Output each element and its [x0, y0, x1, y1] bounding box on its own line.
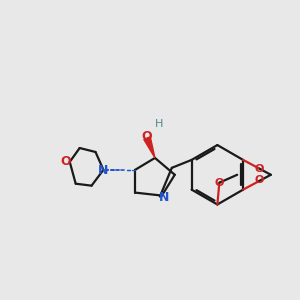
Polygon shape	[144, 137, 155, 158]
Text: O: O	[255, 176, 264, 185]
Text: H: H	[155, 119, 163, 129]
Text: O: O	[255, 164, 264, 174]
Text: N: N	[159, 191, 169, 204]
Text: O: O	[215, 178, 224, 188]
Text: N: N	[98, 164, 109, 177]
Text: O: O	[61, 155, 71, 168]
Text: O: O	[142, 130, 152, 142]
